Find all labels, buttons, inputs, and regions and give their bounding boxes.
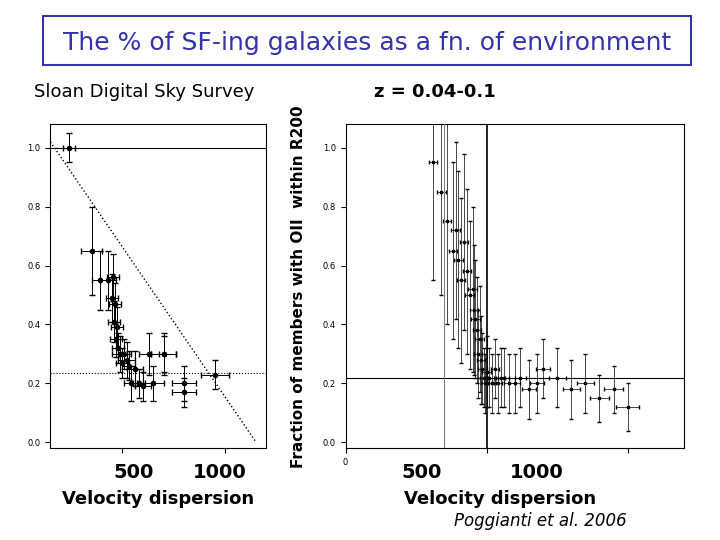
Text: Poggianti et al. 2006: Poggianti et al. 2006 [454, 512, 626, 530]
Text: 1000: 1000 [193, 463, 246, 482]
Text: The % of SF-ing galaxies as a fn. of environment: The % of SF-ing galaxies as a fn. of env… [63, 31, 671, 55]
Text: Fraction of members with OII  within R200: Fraction of members with OII within R200 [292, 105, 306, 468]
Text: Sloan Digital Sky Survey: Sloan Digital Sky Survey [34, 83, 254, 101]
Text: 500: 500 [113, 463, 153, 482]
Text: Velocity dispersion: Velocity dispersion [63, 490, 254, 509]
Text: 500: 500 [401, 463, 441, 482]
Text: 1000: 1000 [510, 463, 563, 482]
Text: Velocity dispersion: Velocity dispersion [405, 490, 596, 509]
Text: z = 0.04-0.1: z = 0.04-0.1 [374, 83, 496, 101]
